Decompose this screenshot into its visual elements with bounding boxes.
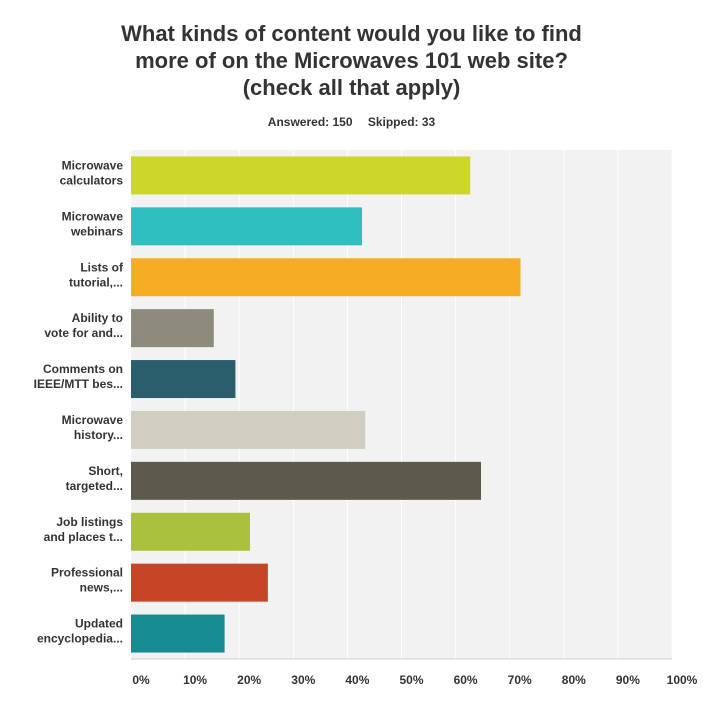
x-tick-label: 10% — [183, 673, 207, 687]
category-label: Updated encyclopedia... — [37, 617, 123, 646]
chart-title-line-1: What kinds of content would you like to … — [121, 21, 582, 46]
x-tick-label: 20% — [237, 673, 261, 687]
category-label: Microwave history... — [62, 413, 124, 442]
response-stats: Answered: 150 Skipped: 33 — [0, 115, 703, 129]
bar — [131, 156, 471, 195]
x-tick-label: 40% — [345, 673, 369, 687]
category-labels: Microwave calculators Microwave webinars Lis… — [34, 158, 124, 645]
bar — [131, 360, 236, 399]
x-tick-label: 100% — [667, 673, 698, 687]
x-tick-label: 50% — [399, 673, 423, 687]
category-label: Short, targeted... — [66, 464, 123, 493]
x-tick-label: 90% — [616, 673, 640, 687]
answered-count: Answered: 150 — [267, 115, 353, 129]
category-label: Lists of tutorial,... — [69, 260, 124, 289]
x-tick-label: 30% — [291, 673, 315, 687]
skipped-count: Skipped: 33 — [367, 115, 436, 129]
category-label: Ability to vote for and... — [44, 311, 123, 340]
x-tick-label: 60% — [454, 673, 478, 687]
bar — [131, 207, 363, 246]
bar — [131, 258, 521, 297]
category-label: Microwave webinars — [62, 209, 124, 238]
chart-title-line-2: more of on the Microwaves 101 web site? — [135, 48, 568, 73]
category-label: Microwave calculators — [60, 158, 124, 187]
category-label: Job listings and places t... — [44, 515, 124, 544]
category-label: Comments on IEEE/MTT bes... — [34, 362, 123, 391]
x-tick-label: 80% — [562, 673, 586, 687]
chart-title-line-3: (check all that apply) — [242, 75, 461, 100]
bar — [131, 614, 225, 653]
chart-title: What kinds of content would you like to … — [40, 20, 663, 101]
x-tick-labels: 0% 10% 20% 30% 40% 50% 60% 70% 80% 90% 100% — [132, 673, 697, 687]
bar — [131, 309, 214, 348]
category-label: Professional news,... — [51, 566, 123, 595]
bar — [131, 563, 268, 602]
bars — [131, 156, 521, 653]
x-tick-label: 0% — [132, 673, 150, 687]
bar — [131, 410, 366, 449]
bar — [131, 461, 482, 500]
bar — [131, 512, 251, 551]
x-tick-label: 70% — [508, 673, 532, 687]
